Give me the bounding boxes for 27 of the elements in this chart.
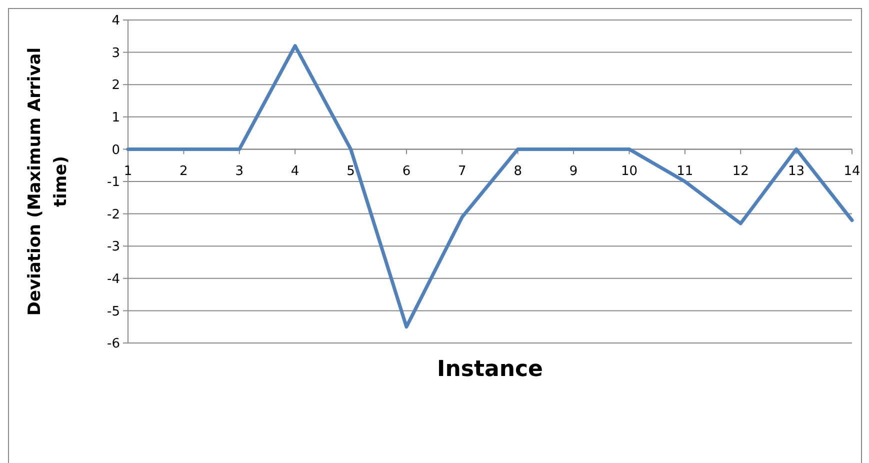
x-tick-label: 9 bbox=[569, 164, 578, 180]
x-tick-label: 12 bbox=[732, 164, 749, 180]
x-tick-label: 3 bbox=[235, 164, 244, 180]
x-tick-label: 7 bbox=[458, 164, 466, 180]
x-tick-label: 10 bbox=[620, 164, 638, 180]
y-tick-label: 2 bbox=[112, 78, 120, 94]
x-tick-label: 5 bbox=[346, 164, 355, 180]
y-tick-label: -6 bbox=[107, 336, 120, 352]
y-tick-label: -4 bbox=[107, 272, 120, 287]
y-axis-title: Deviation (Maximum Arrival time) bbox=[25, 47, 71, 316]
x-tick-label: 8 bbox=[514, 164, 522, 180]
y-tick-label: 1 bbox=[112, 110, 120, 126]
y-tick-label: -2 bbox=[107, 207, 120, 222]
y-tick-label: -5 bbox=[107, 304, 120, 320]
y-tick-label: -1 bbox=[107, 175, 120, 190]
y-tick-label: 4 bbox=[112, 14, 120, 29]
x-tick-label: 2 bbox=[180, 164, 188, 180]
y-tick-label: -3 bbox=[107, 240, 120, 255]
x-tick-label: 11 bbox=[676, 164, 694, 180]
x-tick-label: 4 bbox=[290, 164, 300, 180]
x-tick-label: 14 bbox=[844, 164, 860, 180]
x-tick-label: 13 bbox=[788, 164, 805, 180]
y-tick-label: 0 bbox=[112, 142, 120, 158]
x-tick-label: 1 bbox=[124, 164, 132, 180]
x-tick-label: 6 bbox=[402, 164, 411, 180]
y-tick-label: 3 bbox=[112, 46, 120, 61]
x-axis-title: Instance bbox=[437, 357, 543, 382]
